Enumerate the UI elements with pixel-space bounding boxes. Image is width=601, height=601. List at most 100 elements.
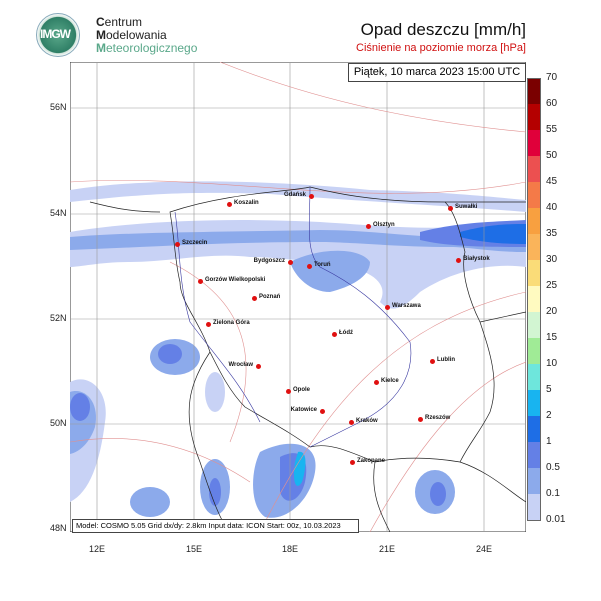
- city-label: Suwałki: [455, 204, 478, 210]
- graticule: [70, 62, 526, 532]
- forecast-time: Piątek, 10 marca 2023 15:00 UTC: [348, 63, 526, 82]
- colorbar-bin: [527, 130, 540, 156]
- colorbar-bin: [527, 104, 540, 130]
- precipitation-map: [70, 62, 526, 532]
- colorbar-bin: [527, 338, 540, 364]
- colorbar-bin: [527, 260, 540, 286]
- city-marker: [430, 359, 435, 364]
- city-label: Rzeszów: [425, 415, 451, 421]
- city-label: Olsztyn: [373, 222, 395, 228]
- city-label: Szczecin: [182, 240, 208, 246]
- city-marker: [332, 332, 337, 337]
- map-title: Opad deszczu [mm/h]: [360, 20, 526, 39]
- city-label: Poznań: [259, 294, 281, 300]
- colorbar-bin: [527, 364, 540, 390]
- city-marker: [320, 409, 325, 414]
- city-marker: [206, 322, 211, 327]
- colorbar-frame: [527, 78, 541, 521]
- city-marker: [227, 202, 232, 207]
- colorbar-label: 0.1: [546, 488, 560, 499]
- city-label: Zakopane: [357, 458, 386, 464]
- city-marker: [374, 380, 379, 385]
- colorbar-bin: [527, 182, 540, 208]
- colorbar-bin: [527, 156, 540, 182]
- colorbar-label: 5: [546, 384, 552, 395]
- org-name-line1: Centrum: [96, 15, 143, 29]
- city-marker: [307, 264, 312, 269]
- colorbar-bin: [527, 468, 540, 494]
- imgw-logo: IMGW: [36, 13, 80, 57]
- city-marker: [175, 242, 180, 247]
- city-label: Kraków: [356, 418, 378, 424]
- precipitation-fields: [70, 181, 526, 518]
- city-label: Zielona Góra: [213, 320, 250, 326]
- colorbar-label: 15: [546, 332, 558, 343]
- city-label: Wrocław: [228, 362, 253, 368]
- colorbar-bin: [527, 286, 540, 312]
- colorbar-label: 50: [546, 150, 558, 161]
- city-marker: [385, 305, 390, 310]
- lat-label: 50N: [50, 418, 67, 428]
- colorbar-label: 40: [546, 202, 558, 213]
- colorbar-label: 1: [546, 436, 552, 447]
- colorbar-label: 60: [546, 98, 558, 109]
- colorbar-label: 10: [546, 358, 558, 369]
- colorbar-bin: [527, 208, 540, 234]
- city-marker: [456, 258, 461, 263]
- model-info: Model: COSMO 5.05 Grid dx/dy: 2.8km Inpu…: [72, 519, 359, 533]
- city-label: Gorzów Wielkopolski: [205, 277, 266, 283]
- lon-label: 24E: [476, 544, 493, 554]
- city-label: Warszawa: [392, 303, 421, 309]
- city-label: Białystok: [463, 256, 490, 262]
- colorbar-label: 0.5: [546, 462, 560, 473]
- city-label: Gdańsk: [283, 192, 306, 198]
- colorbar-label: 70: [546, 72, 558, 83]
- city-marker: [448, 206, 453, 211]
- colorbar-bin: [527, 416, 540, 442]
- city-label: Łódź: [339, 330, 353, 336]
- colorbar-label: 0.01: [546, 514, 566, 525]
- city-marker: [349, 420, 354, 425]
- colorbar-label: 45: [546, 176, 558, 187]
- org-name-line2: Modelowania: [96, 28, 167, 42]
- colorbar-bin: [527, 390, 540, 416]
- city-label: Katowice: [290, 407, 317, 413]
- city-marker: [252, 296, 257, 301]
- city-marker: [418, 417, 423, 422]
- lat-label: 54N: [50, 208, 67, 218]
- city-label: Opole: [293, 387, 311, 393]
- city-label: Koszalin: [234, 200, 259, 206]
- lon-label: 18E: [282, 544, 299, 554]
- lat-label: 52N: [50, 313, 67, 323]
- org-name-line3: Meteorologicznego: [96, 41, 198, 55]
- city-label: Bydgoszcz: [253, 258, 285, 264]
- colorbar-bin: [527, 442, 540, 468]
- city-marker: [350, 460, 355, 465]
- city-marker: [288, 260, 293, 265]
- map-subtitle: Ciśnienie na poziomie morza [hPa]: [356, 42, 526, 54]
- colorbar-label: 2: [546, 410, 552, 421]
- colorbar-label: 25: [546, 280, 558, 291]
- city-marker: [198, 279, 203, 284]
- colorbar-label: 55: [546, 124, 558, 135]
- lon-label: 12E: [89, 544, 106, 554]
- borders: [89, 186, 526, 532]
- city-label: Kielce: [381, 378, 399, 384]
- colorbar-label: 35: [546, 228, 558, 239]
- colorbar-bin: [527, 78, 540, 104]
- lon-label: 15E: [186, 544, 203, 554]
- city-label: Toruń: [314, 262, 331, 268]
- colorbar-bin: [527, 312, 540, 338]
- city-marker: [286, 389, 291, 394]
- colorbar-bin: [527, 494, 540, 520]
- city-marker: [256, 364, 261, 369]
- city-marker: [366, 224, 371, 229]
- colorbar-label: 20: [546, 306, 558, 317]
- city-label: Lublin: [437, 357, 455, 363]
- colorbar-bin: [527, 234, 540, 260]
- lat-label: 56N: [50, 102, 67, 112]
- lat-label: 48N: [50, 523, 67, 533]
- city-marker: [309, 194, 314, 199]
- colorbar-label: 30: [546, 254, 558, 265]
- lon-label: 21E: [379, 544, 396, 554]
